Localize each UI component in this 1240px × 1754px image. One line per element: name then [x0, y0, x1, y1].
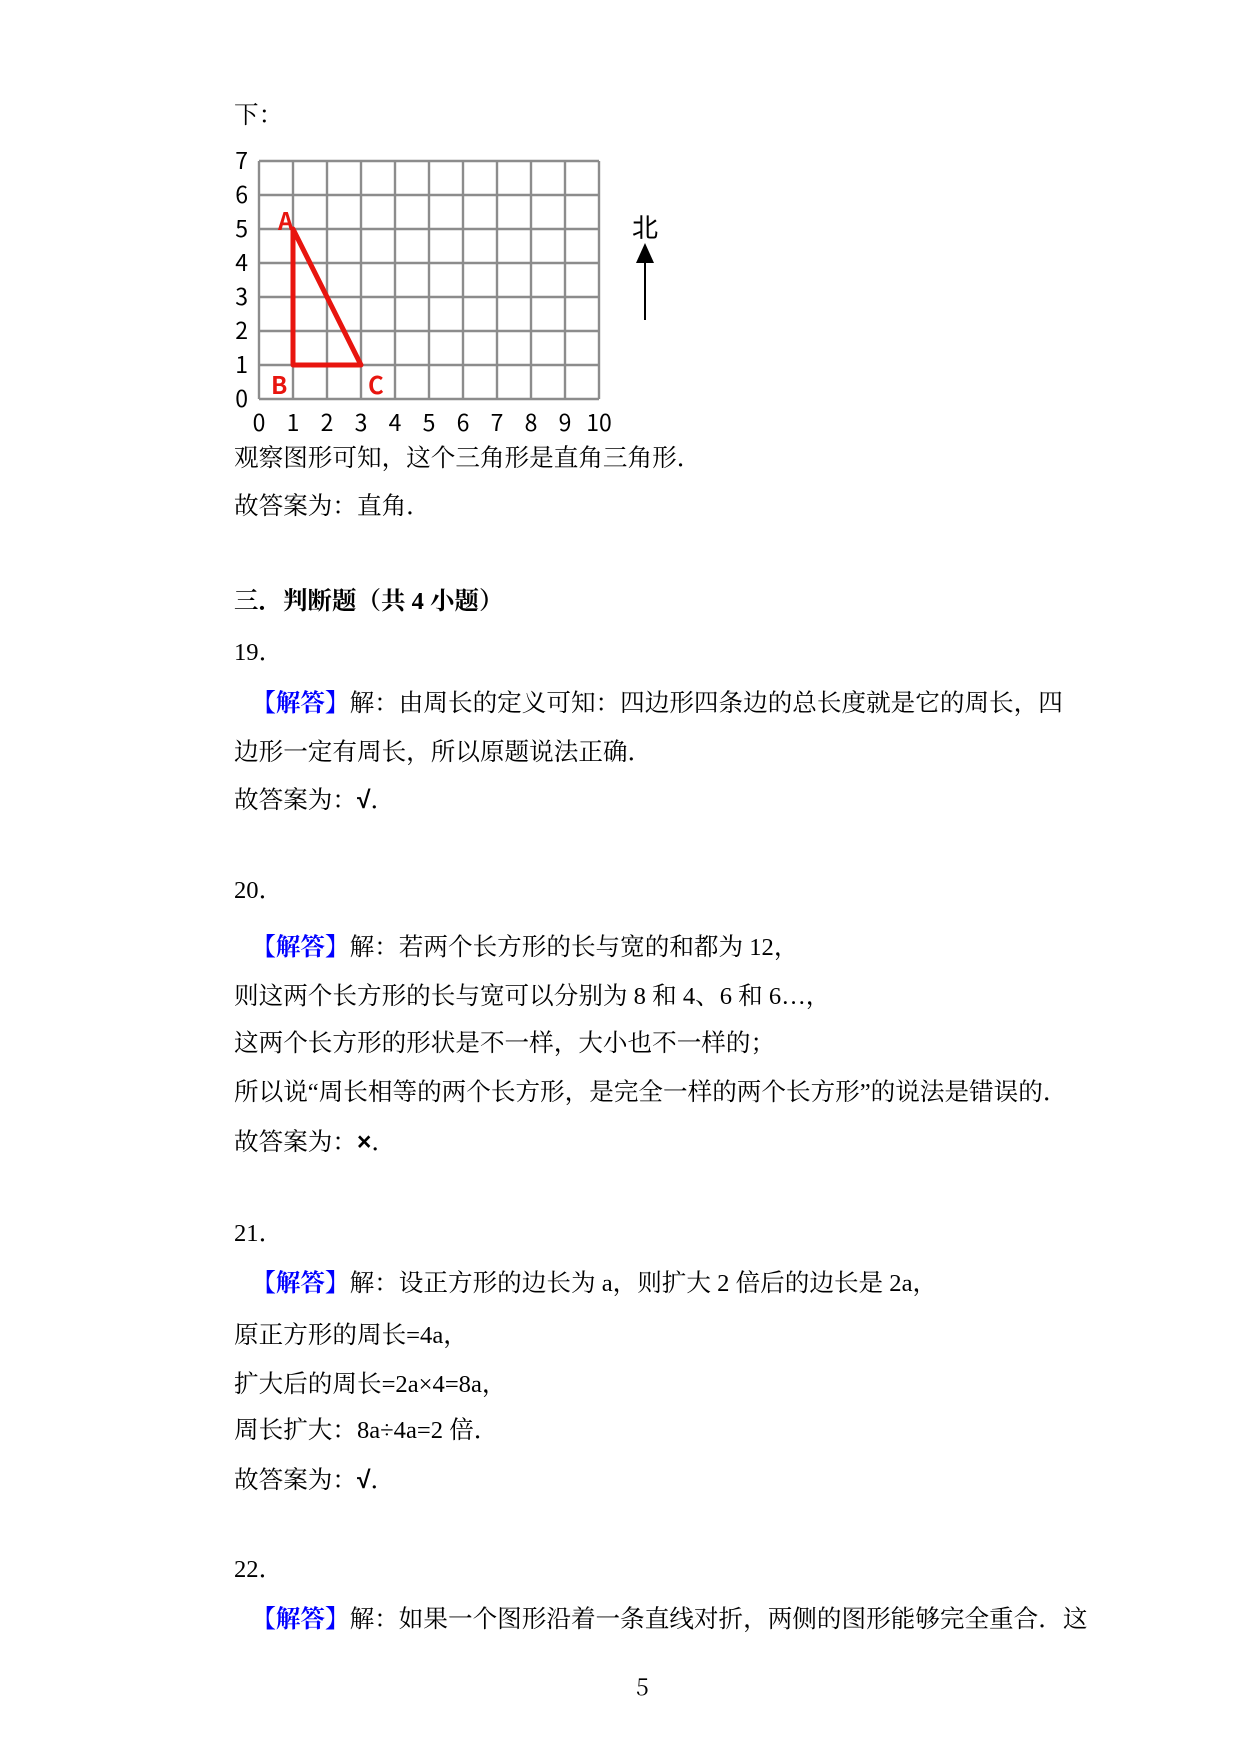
svg-text:4: 4 [235, 244, 248, 278]
svg-text:6: 6 [457, 404, 470, 438]
svg-text:5: 5 [423, 404, 436, 438]
svg-text:7: 7 [491, 404, 504, 438]
svg-text:3: 3 [235, 278, 248, 312]
svg-text:北: 北 [632, 208, 658, 245]
svg-text:3: 3 [355, 404, 368, 438]
svg-text:7: 7 [235, 142, 248, 176]
svg-text:0: 0 [235, 380, 248, 414]
svg-text:1: 1 [235, 346, 248, 380]
svg-text:2: 2 [321, 404, 334, 438]
svg-text:0: 0 [253, 404, 266, 438]
svg-text:8: 8 [525, 404, 538, 438]
svg-text:5: 5 [235, 210, 248, 244]
svg-text:2: 2 [235, 312, 248, 346]
svg-text:10: 10 [586, 404, 612, 438]
svg-text:4: 4 [389, 404, 402, 438]
svg-text:B: B [271, 366, 287, 401]
svg-text:A: A [277, 202, 294, 237]
svg-text:1: 1 [287, 404, 300, 438]
svg-text:6: 6 [235, 176, 248, 210]
svg-text:9: 9 [559, 404, 572, 438]
svg-text:C: C [368, 366, 384, 401]
